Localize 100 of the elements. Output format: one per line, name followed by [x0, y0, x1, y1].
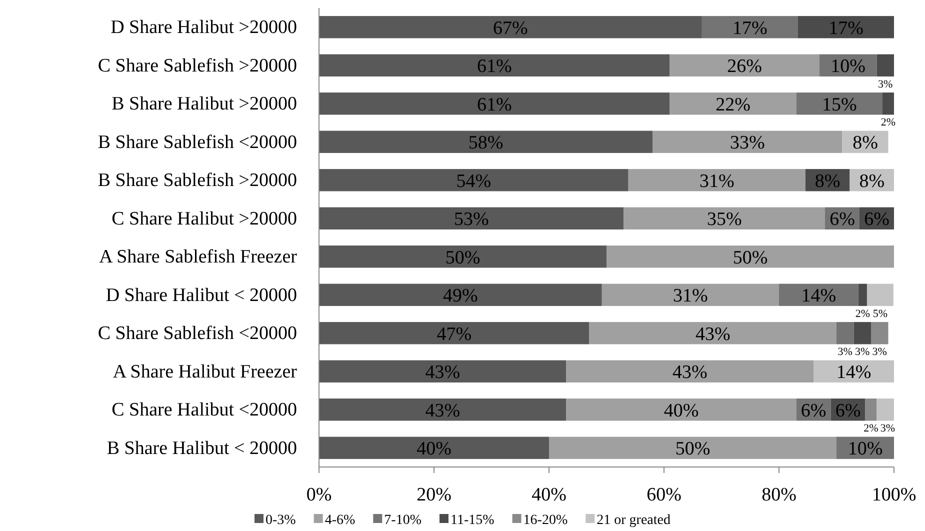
x-tick-label: 20% — [416, 484, 452, 506]
data-label: 43% — [425, 400, 460, 422]
data-label: 6% — [835, 400, 861, 422]
bar — [319, 130, 652, 153]
data-label: 17% — [732, 18, 768, 39]
data-label: 50% — [675, 438, 710, 460]
data-label: 47% — [436, 324, 472, 345]
data-label: 50% — [732, 247, 768, 268]
x-tick-label: 80% — [762, 484, 797, 506]
data-label: 14% — [836, 362, 872, 384]
bar — [882, 92, 894, 115]
data-label: 67% — [493, 18, 528, 39]
x-tick-label: 0% — [306, 484, 332, 506]
bar — [602, 284, 779, 306]
data-label: 3% — [855, 346, 870, 358]
legend-label: 7-10% — [384, 512, 422, 528]
data-label: 2% — [864, 422, 878, 435]
legend-label: 4-6% — [324, 512, 356, 528]
data-label: 50% — [445, 247, 480, 268]
bar — [566, 398, 796, 421]
data-label: 53% — [454, 209, 489, 230]
data-label: 61% — [476, 56, 512, 78]
y-tick-label: C Share Halibut >20000 — [112, 208, 297, 230]
legend-label: 11-15% — [450, 512, 495, 528]
data-label: 43% — [425, 362, 460, 384]
bar — [702, 16, 798, 38]
legend-label: 16-20% — [523, 512, 568, 528]
bar — [319, 92, 670, 115]
data-label: 2% — [855, 308, 870, 320]
bar — [628, 169, 806, 192]
x-tick-label: 60% — [646, 484, 682, 506]
bar — [319, 246, 606, 268]
y-tick-label: A Share Sablefish Freezer — [99, 246, 298, 268]
y-tick-label: C Share Sablefish <20000 — [98, 323, 297, 344]
data-label: 58% — [468, 132, 504, 154]
data-label: 8% — [814, 170, 840, 192]
bar — [670, 92, 796, 115]
bar — [319, 284, 602, 306]
legend-label: 21 or greated — [596, 512, 670, 528]
bar — [319, 322, 590, 344]
legend-label: 0-3% — [266, 512, 296, 528]
bar — [854, 322, 871, 344]
data-label: 8% — [859, 170, 885, 192]
bar — [876, 54, 894, 76]
data-label: 10% — [848, 438, 883, 460]
bar — [319, 54, 670, 76]
y-tick-label: B Share Sablefish >20000 — [98, 170, 297, 192]
data-label: 33% — [730, 132, 765, 154]
x-tick-label: 100% — [872, 484, 916, 506]
data-label: 40% — [416, 438, 452, 460]
bar — [319, 360, 566, 382]
data-label: 43% — [672, 362, 708, 384]
bar — [589, 322, 836, 344]
bar — [606, 246, 894, 268]
bar — [796, 92, 882, 115]
data-label: 10% — [830, 56, 866, 78]
data-label: 17% — [828, 18, 864, 39]
data-label: 61% — [476, 94, 512, 116]
bar — [319, 169, 628, 192]
bar — [319, 207, 624, 230]
bar — [814, 360, 894, 382]
data-label: 22% — [716, 94, 751, 116]
data-label: 26% — [727, 56, 762, 78]
bar — [779, 284, 858, 306]
y-tick-label: B Share Halibut >20000 — [112, 94, 297, 115]
bar — [566, 360, 814, 382]
bar — [652, 130, 842, 153]
y-tick-label: C Share Halibut <20000 — [112, 400, 297, 421]
bar — [876, 398, 894, 421]
data-label: 35% — [706, 209, 742, 230]
data-label: 3% — [880, 422, 896, 435]
data-label: 43% — [695, 324, 730, 345]
bar — [865, 398, 877, 421]
bar — [319, 16, 702, 38]
bar — [858, 284, 867, 306]
bar — [836, 322, 854, 344]
data-label: 31% — [673, 286, 708, 307]
data-label: 3% — [872, 346, 887, 358]
bar — [549, 436, 836, 459]
data-label: 49% — [443, 286, 478, 307]
bar — [866, 284, 894, 306]
data-label: 3% — [878, 78, 893, 90]
bar — [670, 54, 820, 76]
data-label: 3% — [838, 346, 852, 358]
y-tick-label: B Share Sablefish <20000 — [98, 132, 297, 153]
y-tick-label: D Share Halibut < 20000 — [106, 284, 297, 306]
data-label: 6% — [830, 209, 856, 230]
bar — [319, 398, 566, 421]
data-label: 14% — [801, 286, 836, 307]
data-label: 31% — [699, 170, 734, 192]
data-label: 2% — [880, 116, 896, 129]
data-label: 40% — [664, 400, 699, 422]
data-label: 6% — [800, 400, 826, 422]
bar — [871, 322, 888, 344]
bar — [319, 436, 549, 459]
y-tick-label: A Share Halibut Freezer — [112, 361, 298, 382]
bar — [798, 16, 894, 38]
data-label: 8% — [852, 132, 878, 154]
x-tick-label: 40% — [532, 484, 567, 506]
y-tick-label: B Share Halibut < 20000 — [106, 438, 297, 459]
